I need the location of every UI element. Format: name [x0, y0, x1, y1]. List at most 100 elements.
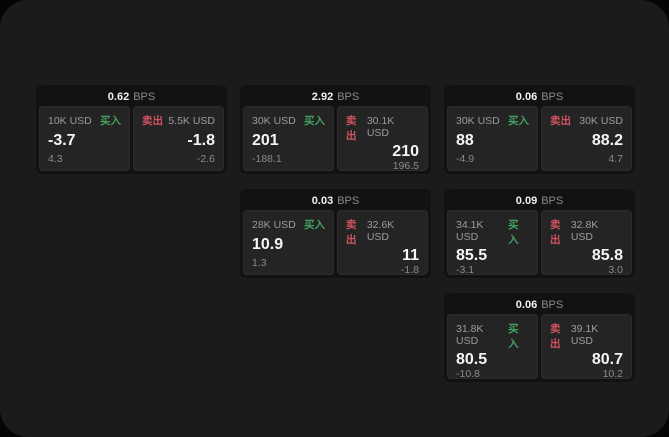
buy-side-label: 买入	[304, 115, 325, 127]
sell-amount: 30K USD	[579, 115, 623, 127]
sell-change: -1.8	[400, 264, 419, 276]
buy-amount: 28K USD	[252, 219, 296, 231]
spread-value: 0.06	[515, 299, 538, 311]
buy-price: 85.5	[456, 247, 488, 264]
spread-value: 0.09	[515, 195, 538, 207]
sell-price: 80.7	[591, 351, 623, 368]
sell-side-label: 卖出	[142, 115, 163, 127]
bps-label: BPS	[337, 195, 360, 207]
spread-card: 2.92 BPS 30K USD 买入 201 -188.1 卖出 30.1K …	[240, 85, 431, 174]
buy-side-label: 买入	[100, 115, 121, 127]
spread-value: 0.03	[311, 195, 334, 207]
sell-price: -1.8	[187, 132, 215, 149]
buy-tile[interactable]: 10K USD 买入 -3.7 4.3	[39, 106, 130, 171]
buy-change: -3.1	[456, 264, 475, 276]
buy-amount: 34.1K USD	[456, 219, 484, 243]
sell-change: 3.0	[608, 264, 623, 276]
sell-amount: 30.1K USD	[366, 115, 395, 139]
buy-change: -188.1	[252, 153, 282, 165]
buy-amount: 30K USD	[456, 115, 500, 127]
buy-price: -3.7	[48, 132, 76, 149]
buy-price: 80.5	[456, 351, 488, 368]
sell-tile[interactable]: 卖出 30.1K USD 210 196.5	[337, 106, 428, 172]
sell-tile-top: 卖出 39.1K USD	[550, 321, 623, 351]
bps-label: BPS	[133, 91, 156, 103]
bps-label: BPS	[541, 299, 564, 311]
buy-side-label: 买入	[508, 219, 519, 246]
card-body: 10K USD 买入 -3.7 4.3 卖出 5.5K USD -1.8 -2.…	[39, 106, 224, 171]
spread-card: 0.62 BPS 10K USD 买入 -3.7 4.3 卖出 5.5K USD	[36, 85, 227, 174]
buy-tile-top: 30K USD 买入	[456, 113, 529, 128]
buy-price: 88	[456, 132, 474, 149]
buy-side-label: 买入	[508, 115, 529, 127]
buy-tile[interactable]: 31.8K USD 买入 80.5 -10.8	[447, 314, 538, 380]
card-header: 0.03 BPS	[243, 192, 428, 210]
spread-value: 0.62	[107, 91, 130, 103]
sell-tile[interactable]: 卖出 5.5K USD -1.8 -2.6	[133, 106, 224, 171]
buy-tile[interactable]: 30K USD 买入 88 -4.9	[447, 106, 538, 171]
sell-amount: 39.1K USD	[570, 323, 599, 347]
sell-tile-top: 卖出 32.6K USD	[346, 217, 419, 247]
sell-side-label: 卖出	[550, 219, 561, 246]
sell-side-label: 卖出	[346, 219, 357, 246]
buy-side-label: 买入	[508, 323, 519, 350]
spread-value: 0.06	[515, 91, 538, 103]
sell-price: 11	[402, 247, 419, 264]
card-body: 30K USD 买入 88 -4.9 卖出 30K USD 88.2 4.7	[447, 106, 632, 171]
sell-tile[interactable]: 卖出 32.8K USD 85.8 3.0	[541, 210, 632, 276]
buy-tile-top: 10K USD 买入	[48, 113, 121, 128]
card-body: 28K USD 买入 10.9 1.3 卖出 32.6K USD 11 -1.8	[243, 210, 428, 276]
spread-value: 2.92	[311, 91, 334, 103]
sell-tile-top: 卖出 30.1K USD	[346, 113, 419, 143]
card-header: 0.62 BPS	[39, 88, 224, 106]
buy-tile[interactable]: 28K USD 买入 10.9 1.3	[243, 210, 334, 275]
sell-tile[interactable]: 卖出 32.6K USD 11 -1.8	[337, 210, 428, 276]
buy-amount: 30K USD	[252, 115, 296, 127]
sell-amount: 32.6K USD	[366, 219, 395, 243]
sell-tile[interactable]: 卖出 30K USD 88.2 4.7	[541, 106, 632, 171]
sell-tile-top: 卖出 30K USD	[550, 113, 623, 128]
sell-side-label: 卖出	[550, 115, 571, 127]
card-header: 0.09 BPS	[447, 192, 632, 210]
card-header: 2.92 BPS	[243, 88, 428, 106]
sell-side-label: 卖出	[550, 323, 561, 350]
bps-label: BPS	[541, 91, 564, 103]
buy-tile-top: 28K USD 买入	[252, 217, 325, 232]
spread-card: 0.06 BPS 31.8K USD 买入 80.5 -10.8 卖出 39.1…	[444, 293, 635, 382]
sell-price: 85.8	[591, 247, 623, 264]
spread-cards-grid: 0.62 BPS 10K USD 买入 -3.7 4.3 卖出 5.5K USD	[36, 85, 635, 382]
sell-change: 4.7	[608, 153, 623, 165]
sell-change: -2.6	[196, 153, 215, 165]
buy-tile-top: 31.8K USD 买入	[456, 321, 529, 351]
buy-change: -10.8	[456, 368, 480, 380]
buy-tile-top: 30K USD 买入	[252, 113, 325, 128]
sell-price: 210	[392, 143, 419, 160]
spread-card: 0.06 BPS 30K USD 买入 88 -4.9 卖出 30K USD	[444, 85, 635, 174]
sell-amount: 5.5K USD	[168, 115, 215, 127]
card-header: 0.06 BPS	[447, 296, 632, 314]
sell-tile-top: 卖出 32.8K USD	[550, 217, 623, 247]
buy-change: 1.3	[252, 257, 267, 269]
card-body: 34.1K USD 买入 85.5 -3.1 卖出 32.8K USD 85.8…	[447, 210, 632, 276]
buy-amount: 10K USD	[48, 115, 92, 127]
sell-side-label: 卖出	[346, 115, 357, 142]
card-header: 0.06 BPS	[447, 88, 632, 106]
bps-label: BPS	[541, 195, 564, 207]
sell-amount: 32.8K USD	[570, 219, 599, 243]
buy-tile[interactable]: 34.1K USD 买入 85.5 -3.1	[447, 210, 538, 276]
buy-price: 201	[252, 132, 279, 149]
sell-price: 88.2	[591, 132, 623, 149]
sell-tile-top: 卖出 5.5K USD	[142, 113, 215, 128]
card-body: 30K USD 买入 201 -188.1 卖出 30.1K USD 210 1…	[243, 106, 428, 172]
spread-card: 0.03 BPS 28K USD 买入 10.9 1.3 卖出 32.6K US…	[240, 189, 431, 278]
buy-side-label: 买入	[304, 219, 325, 231]
card-body: 31.8K USD 买入 80.5 -10.8 卖出 39.1K USD 80.…	[447, 314, 632, 380]
buy-tile[interactable]: 30K USD 买入 201 -188.1	[243, 106, 334, 171]
sell-tile[interactable]: 卖出 39.1K USD 80.7 10.2	[541, 314, 632, 380]
sell-change: 10.2	[602, 368, 623, 380]
buy-amount: 31.8K USD	[456, 323, 484, 347]
bps-label: BPS	[337, 91, 360, 103]
buy-tile-top: 34.1K USD 买入	[456, 217, 529, 247]
buy-change: -4.9	[456, 153, 475, 165]
